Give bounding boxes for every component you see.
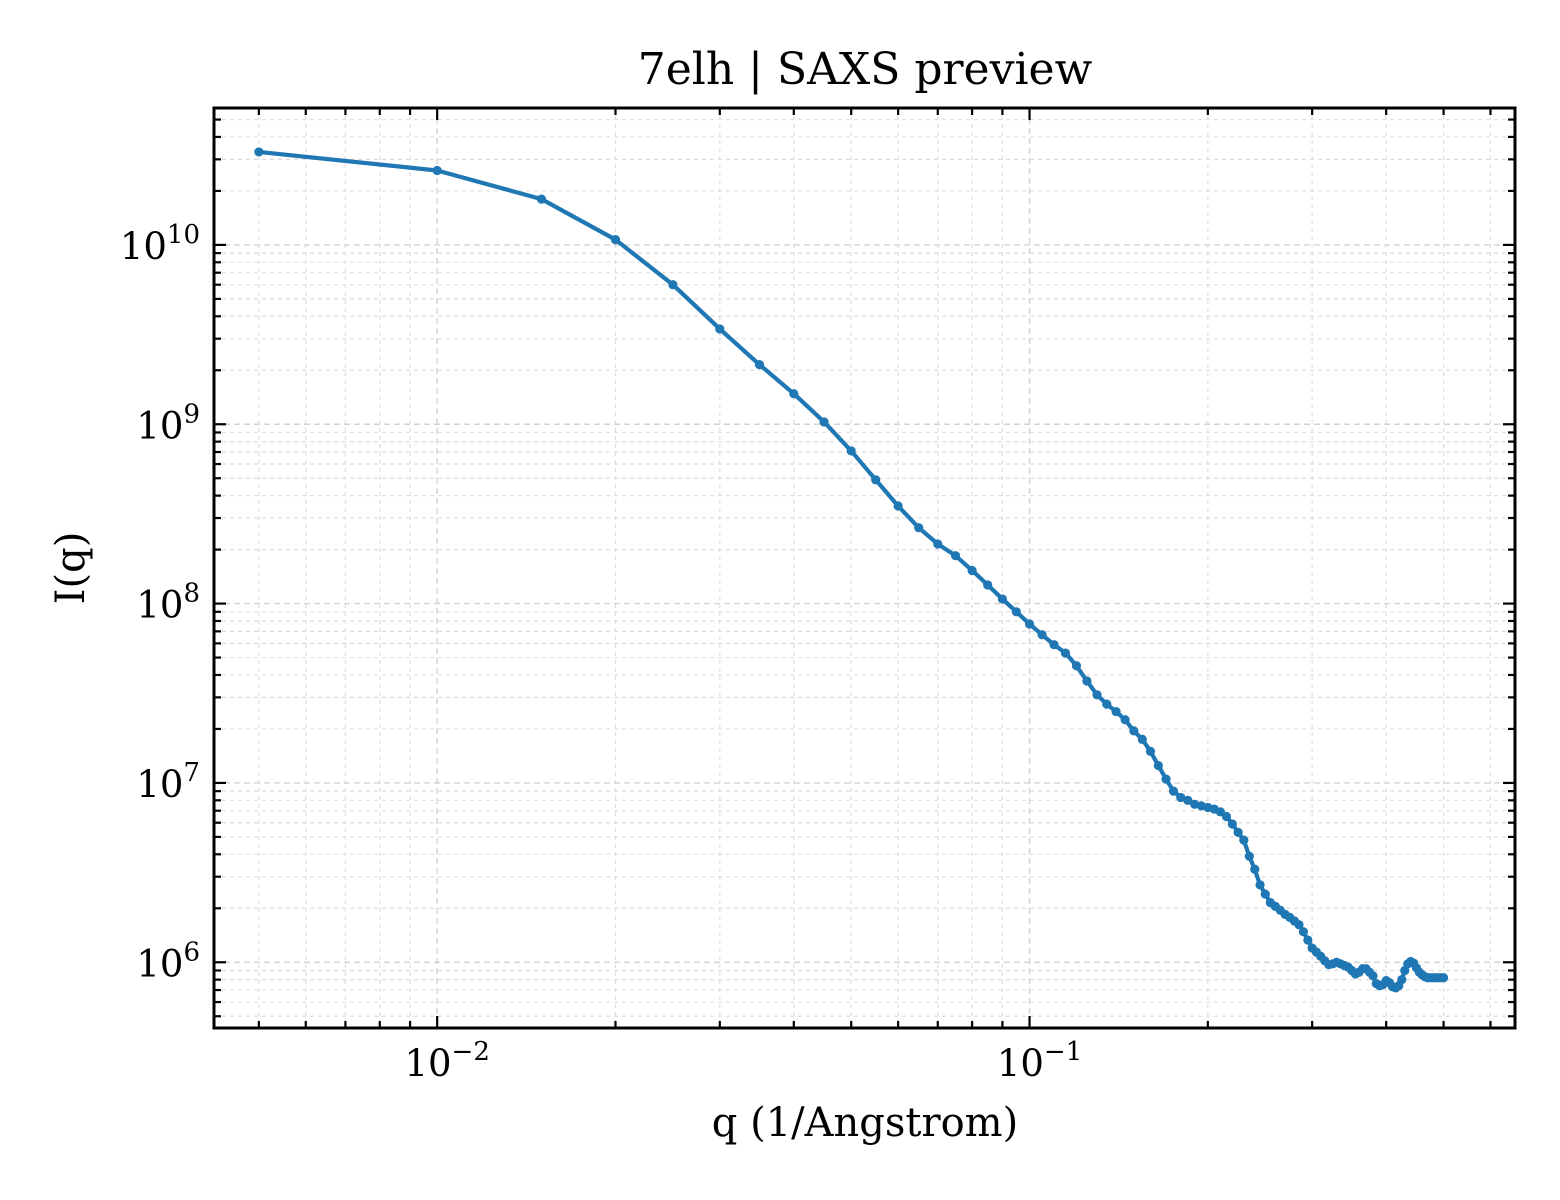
data-point <box>1060 648 1071 658</box>
data-point <box>1111 706 1121 717</box>
data-point <box>1397 975 1407 985</box>
data-point <box>1255 880 1265 890</box>
data-point <box>1024 619 1035 629</box>
data-point <box>1233 827 1243 837</box>
data-point <box>1145 746 1156 756</box>
data-point <box>715 324 725 334</box>
y-tick-label: 107 <box>136 758 200 806</box>
data-point <box>1176 792 1186 803</box>
data-point <box>254 147 264 157</box>
x-tick-label: 10−2 <box>404 1037 489 1085</box>
y-tick-label: 106 <box>136 937 200 985</box>
grid <box>214 108 1515 1028</box>
data-point <box>819 417 829 427</box>
data-point <box>933 539 943 549</box>
data-point <box>668 280 678 290</box>
y-tick-label: 109 <box>136 399 200 447</box>
x-axis-label: q (1/Angstrom) <box>712 1100 1018 1146</box>
data-point <box>983 580 993 590</box>
data-point <box>1303 935 1313 945</box>
data-point <box>914 523 924 533</box>
data-point <box>1120 715 1130 725</box>
data-point <box>1239 835 1249 845</box>
data-point <box>1071 661 1082 671</box>
data-point <box>1250 864 1260 874</box>
data-point <box>1049 640 1059 650</box>
data-point <box>997 594 1008 604</box>
data-point <box>1260 889 1270 899</box>
data-point <box>893 501 903 511</box>
data-point <box>1221 811 1232 822</box>
y-axis-label: I(q) <box>48 532 94 605</box>
data-point <box>1129 726 1139 736</box>
data-point <box>871 475 881 485</box>
data-point <box>1102 699 1112 709</box>
data-point <box>1153 760 1163 771</box>
data-point <box>1037 630 1047 640</box>
data-point <box>1183 795 1193 805</box>
series-group <box>254 147 1449 993</box>
data-point <box>1368 971 1378 981</box>
data-point <box>967 565 977 576</box>
data-point <box>1438 973 1449 983</box>
data-point <box>789 389 799 399</box>
data-point <box>1294 920 1304 930</box>
data-point <box>950 551 961 561</box>
data-point <box>754 360 765 370</box>
chart-title: 7elh | SAXS preview <box>638 44 1093 95</box>
data-point <box>1082 676 1092 686</box>
y-tick-label: 1010 <box>120 220 200 268</box>
data-point <box>1092 690 1102 700</box>
data-point <box>1168 786 1179 796</box>
data-point <box>1244 851 1254 861</box>
tick-labels: 10−2 10−1 106 107 108 109 1010 <box>120 220 1082 1085</box>
data-point <box>1227 819 1237 829</box>
data-point <box>536 194 547 204</box>
y-tick-label: 108 <box>136 579 200 627</box>
data-point <box>846 446 856 456</box>
data-point <box>1137 734 1147 744</box>
data-point <box>1011 607 1021 617</box>
data-point <box>1298 927 1309 937</box>
data-point <box>432 165 442 176</box>
x-tick-label: 10−1 <box>997 1037 1082 1085</box>
data-point <box>1161 774 1171 784</box>
plot-frame <box>212 106 1517 1030</box>
data-point <box>610 235 621 245</box>
